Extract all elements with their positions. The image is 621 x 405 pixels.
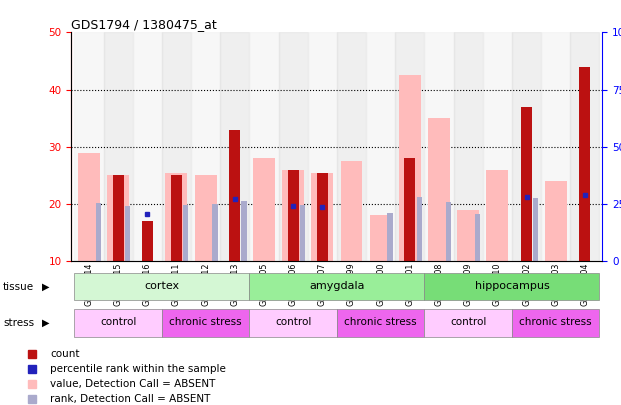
Text: control: control [275,318,311,327]
Bar [369,215,392,261]
Bar [570,32,599,261]
Bar [388,213,392,261]
Bar [512,32,541,261]
Bar [288,170,299,261]
Bar [424,273,599,300]
Bar [533,198,538,261]
Bar [250,309,337,337]
Bar [486,170,508,261]
Bar [366,32,395,261]
Bar [250,273,424,300]
Bar [229,130,240,261]
Bar [300,205,305,261]
Text: value, Detection Call = ABSENT: value, Detection Call = ABSENT [50,379,215,389]
Text: chronic stress: chronic stress [519,318,592,327]
Text: percentile rank within the sample: percentile rank within the sample [50,364,226,373]
Bar [512,309,599,337]
Bar [545,181,566,261]
Text: hippocampus: hippocampus [474,281,550,291]
Bar [107,175,129,261]
Text: tissue: tissue [3,281,34,292]
Text: GDS1794 / 1380475_at: GDS1794 / 1380475_at [71,18,217,31]
Text: rank, Detection Call = ABSENT: rank, Detection Call = ABSENT [50,394,211,404]
Bar [142,221,153,261]
Bar [133,32,162,261]
Bar [212,204,217,261]
Bar [162,309,250,337]
Text: count: count [50,349,79,358]
Bar [104,32,133,261]
Text: chronic stress: chronic stress [170,318,242,327]
Bar [166,173,188,261]
Text: ▶: ▶ [42,318,50,328]
Bar [279,32,308,261]
Bar [399,75,421,261]
Bar [424,32,453,261]
Bar [183,205,188,261]
Bar [96,203,101,261]
Text: stress: stress [3,318,34,328]
Bar [311,173,333,261]
Bar [483,32,512,261]
Text: cortex: cortex [144,281,179,291]
Bar [453,32,483,261]
Bar [337,32,366,261]
Text: ▶: ▶ [42,281,50,292]
Bar [75,273,250,300]
Bar [457,210,479,261]
Text: control: control [100,318,136,327]
Bar [75,309,162,337]
Bar [250,32,279,261]
Bar [253,158,275,261]
Bar [75,32,104,261]
Text: amygdala: amygdala [309,281,365,291]
Bar [428,118,450,261]
Bar [340,161,363,261]
Bar [475,214,480,261]
Bar [112,175,124,261]
Bar [242,200,247,261]
Bar [171,175,182,261]
Bar [541,32,570,261]
Bar [317,173,328,261]
Bar [308,32,337,261]
Bar [282,170,304,261]
Bar [579,67,591,261]
Bar [125,206,130,261]
Bar [194,175,217,261]
Bar [417,197,422,261]
Bar [220,32,250,261]
Bar [404,158,415,261]
Bar [78,153,100,261]
Bar [162,32,191,261]
Bar [521,107,532,261]
Bar [191,32,220,261]
Bar [446,202,451,261]
Text: chronic stress: chronic stress [344,318,417,327]
Bar [424,309,512,337]
Text: control: control [450,318,486,327]
Bar [337,309,424,337]
Bar [395,32,424,261]
